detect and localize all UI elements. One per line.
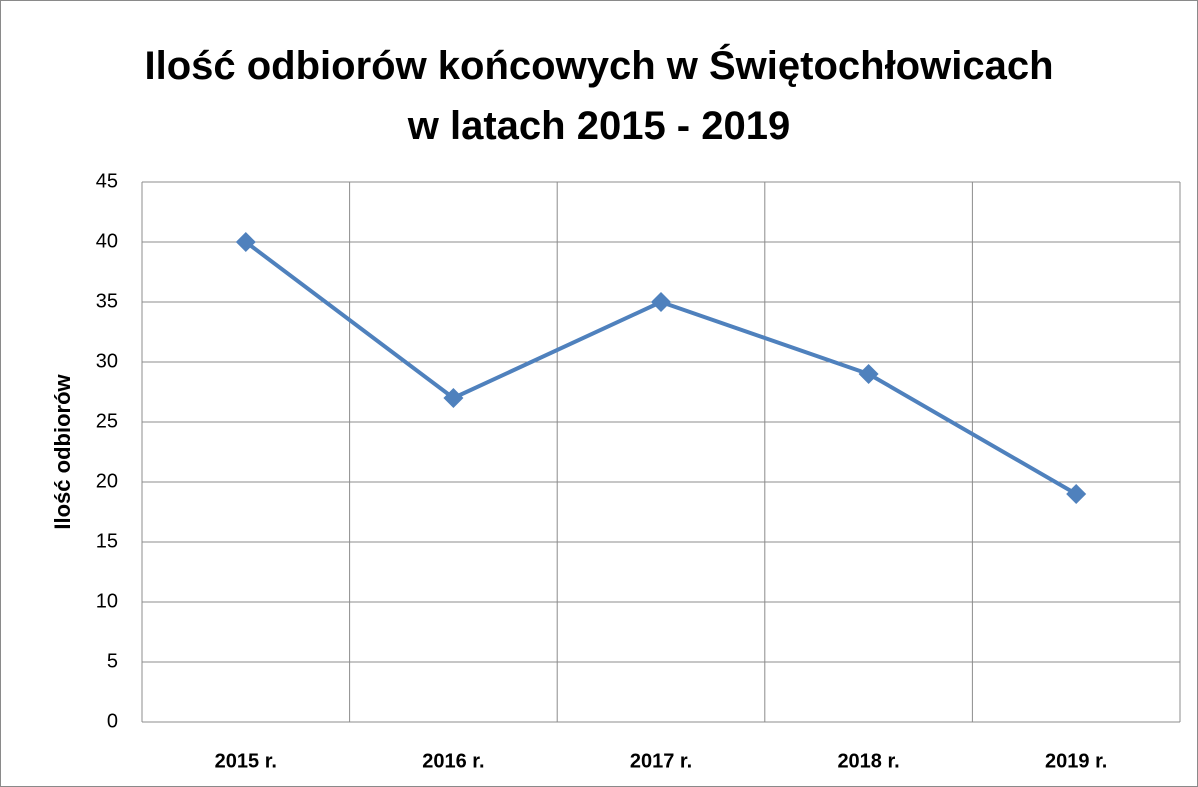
y-tick-label: 45 (96, 170, 118, 192)
y-tick-label: 0 (107, 710, 118, 732)
x-tick-label: 2017 r. (630, 750, 692, 772)
data-marker (235, 232, 256, 252)
data-marker (443, 388, 464, 408)
y-tick-label: 30 (96, 350, 118, 372)
y-tick-label: 10 (96, 590, 118, 612)
y-tick-label: 15 (96, 530, 118, 552)
x-tick-label: 2016 r. (422, 750, 484, 772)
x-tick-label: 2019 r. (1045, 750, 1107, 772)
y-tick-label: 25 (96, 410, 118, 432)
y-axis-label: Ilość odbiorów (50, 374, 75, 530)
data-marker (858, 364, 879, 384)
x-tick-label: 2015 r. (215, 750, 277, 772)
x-tick-label: 2018 r. (837, 750, 899, 772)
y-tick-label: 20 (96, 470, 118, 492)
data-marker (651, 292, 671, 312)
y-tick-label: 5 (107, 650, 118, 672)
y-tick-label: 35 (96, 290, 118, 312)
y-tick-label: 40 (96, 230, 118, 252)
chart-title: Ilość odbiorów końcowych w Świętochłowic… (144, 44, 1054, 148)
data-marker (1066, 484, 1087, 504)
data-line (244, 240, 1078, 496)
